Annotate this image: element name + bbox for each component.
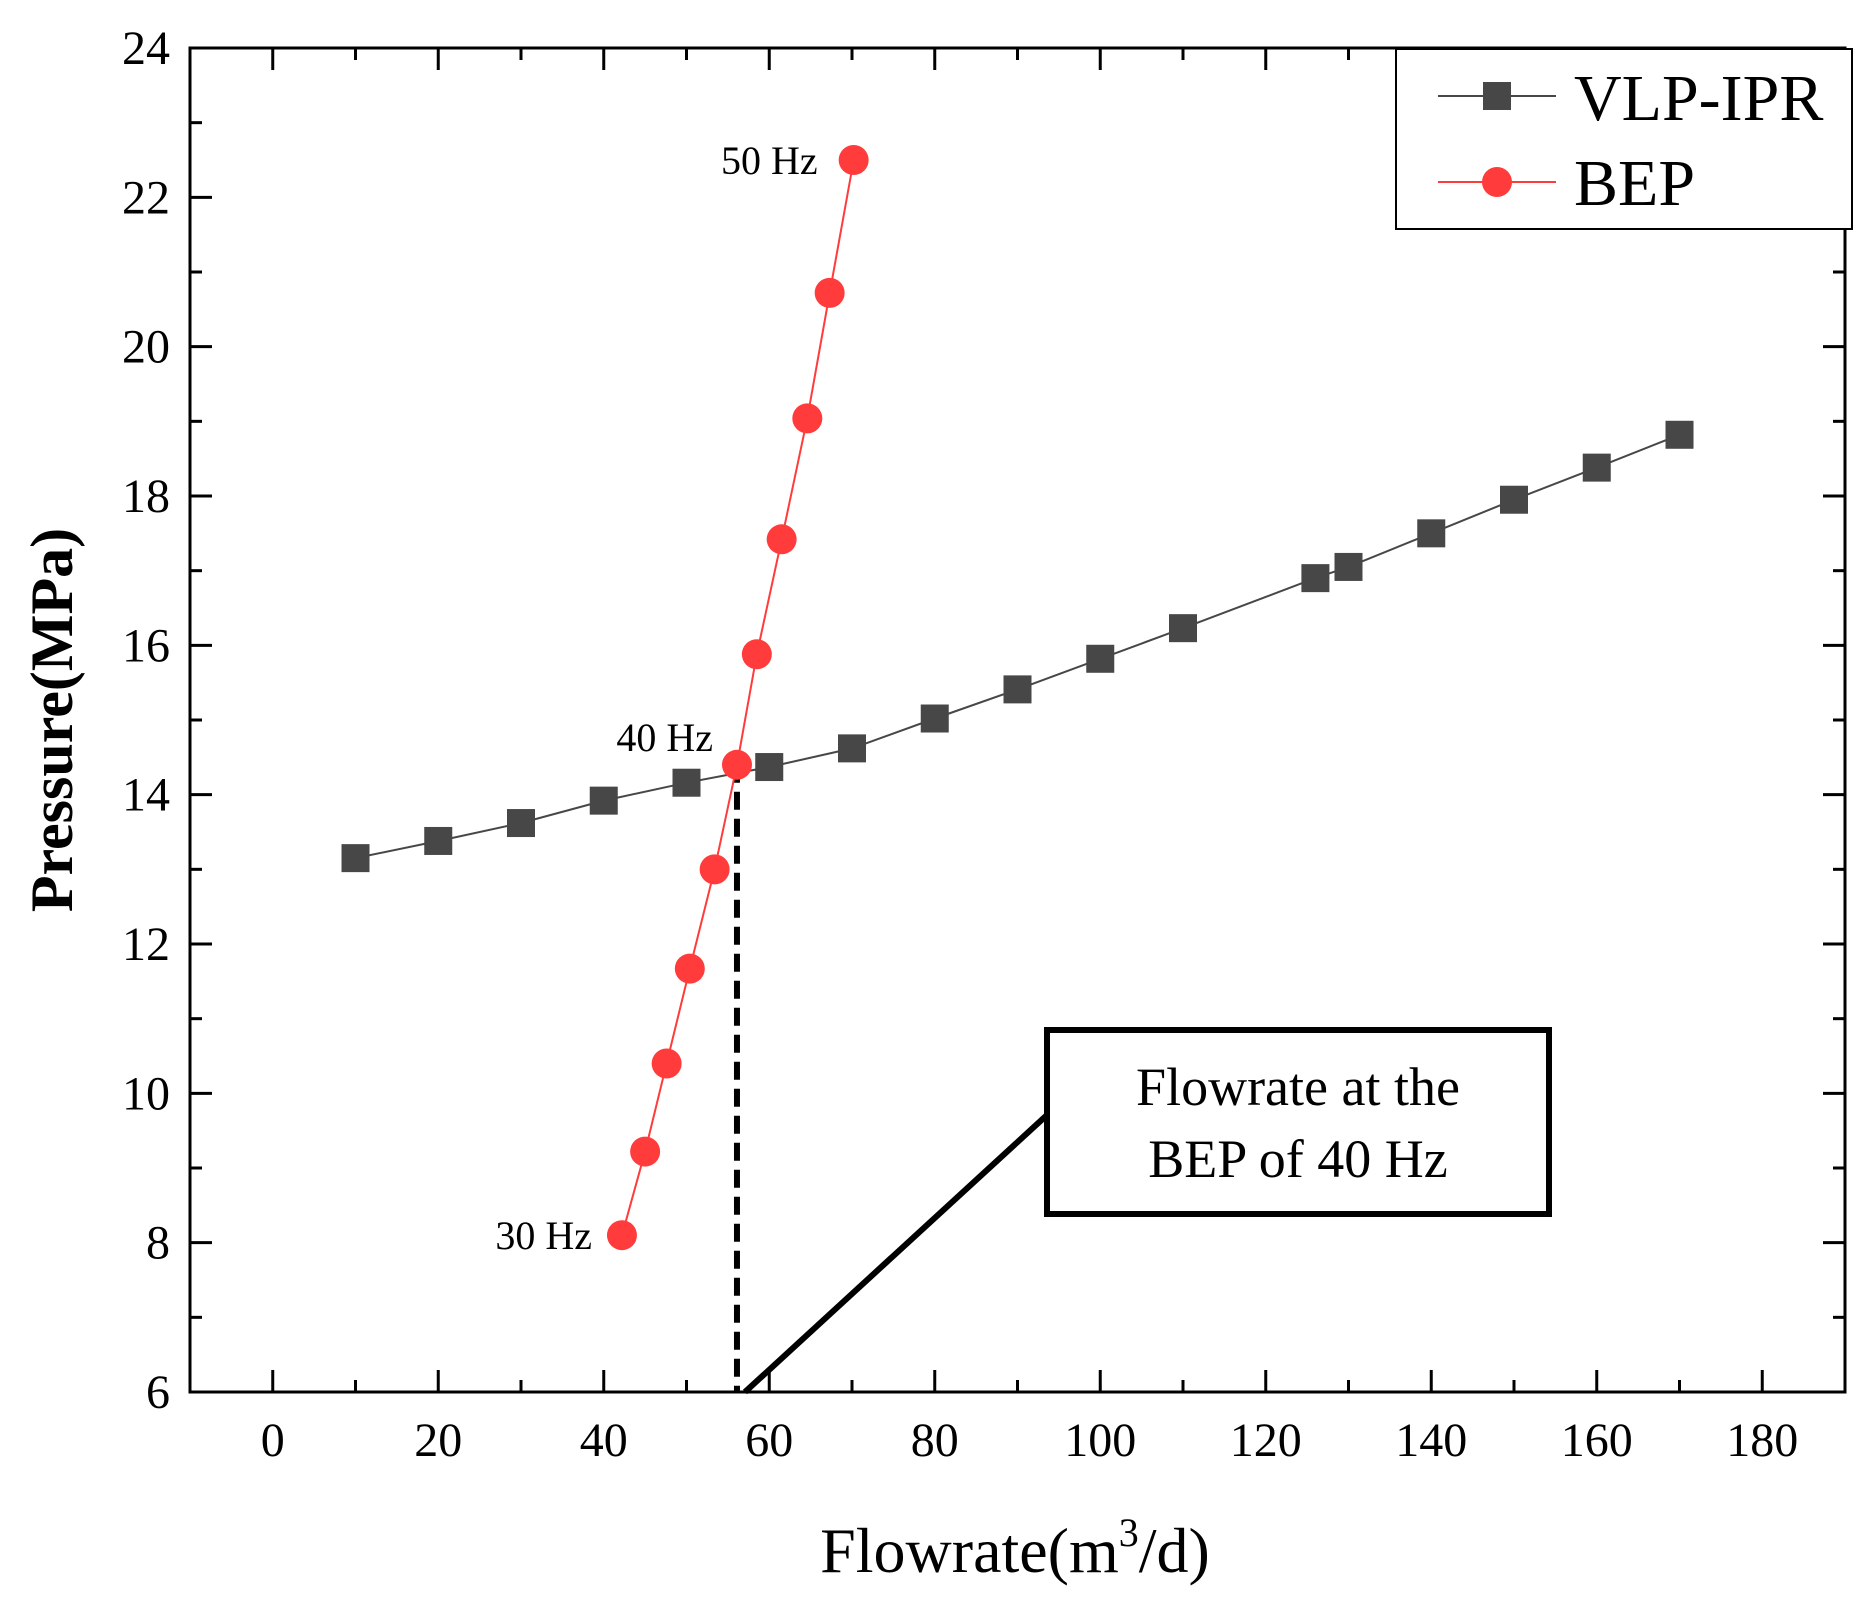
x-tick-label: 80 <box>911 1414 959 1467</box>
vlp-ipr-point <box>838 734 866 763</box>
legend-frame <box>1395 48 1853 230</box>
x-tick-label: 40 <box>580 1414 628 1467</box>
bep-point <box>721 749 752 780</box>
callout-box: Flowrate at the BEP of 40 Hz <box>1044 1027 1552 1217</box>
vlp-ipr-point <box>1334 552 1363 581</box>
x-tick-label: 120 <box>1230 1414 1302 1467</box>
vlp-ipr-point <box>1086 644 1115 673</box>
x-tick-label: 0 <box>261 1414 285 1467</box>
vlp-ipr-point <box>1582 453 1611 482</box>
series-line-vlp-ipr <box>355 433 1680 860</box>
legend-vlp-label: VLP-IPR <box>1574 62 1823 135</box>
x-axis-title-superscript: 3 <box>1119 1510 1139 1555</box>
x-tick-label: 100 <box>1064 1414 1136 1467</box>
x-tick-label: 140 <box>1395 1414 1467 1467</box>
axis-ticks <box>190 46 1845 1394</box>
y-tick-label: 18 <box>122 470 170 523</box>
vlp-ipr-point <box>589 786 618 815</box>
callout-line-2: BEP of 40 Hz <box>1148 1129 1447 1189</box>
callout-box-frame <box>1044 1027 1552 1217</box>
legend-vlp-marker <box>1483 82 1511 110</box>
bep-point <box>741 639 772 670</box>
vlp-ipr-point <box>1003 675 1032 704</box>
bep-point <box>838 145 869 175</box>
series-layer <box>341 145 1694 1251</box>
callout-connector-line <box>742 1112 1050 1395</box>
bep-point <box>651 1048 682 1079</box>
bep-point <box>606 1220 637 1251</box>
vlp-ipr-point <box>424 826 453 855</box>
y-tick-label: 12 <box>122 918 170 971</box>
bep-point <box>699 854 730 885</box>
vlp-ipr-point <box>1500 485 1528 514</box>
legend-bep-label: BEP <box>1574 147 1695 220</box>
y-tick-label: 16 <box>122 619 170 672</box>
x-axis-title-suffix: /d) <box>1139 1515 1210 1586</box>
y-tick-label: 14 <box>122 769 170 822</box>
bep-point <box>766 524 797 555</box>
y-tick-label: 8 <box>146 1217 170 1270</box>
legend-bep-marker <box>1482 167 1512 197</box>
vlp-ipr-point <box>1665 420 1694 449</box>
vlp-ipr-point <box>1169 614 1197 643</box>
annotation-40hz: 40 Hz <box>616 715 713 760</box>
y-tick-label: 24 <box>122 22 170 75</box>
y-axis-title: Pressure(MPa) <box>19 528 85 912</box>
annotation-30hz: 30 Hz <box>495 1213 592 1258</box>
vlp-ipr-point <box>755 753 784 782</box>
vlp-ipr-point <box>1301 564 1330 593</box>
y-tick-label: 10 <box>122 1067 170 1120</box>
vlp-ipr-point <box>1417 519 1446 548</box>
vlp-ipr-point <box>920 704 949 733</box>
y-tick-label: 20 <box>122 321 170 374</box>
x-tick-label: 60 <box>745 1414 793 1467</box>
x-axis-title: Flowrate(m3/d) <box>820 1510 1210 1586</box>
annotation-50hz: 50 Hz <box>721 138 818 183</box>
vlp-ipr-point <box>341 844 370 873</box>
vlp-ipr-point <box>672 768 701 797</box>
callout-line-1: Flowrate at the <box>1136 1057 1460 1117</box>
bep-point <box>630 1136 661 1167</box>
y-tick-label: 22 <box>122 171 170 224</box>
tick-labels: 0 20 40 60 80 100 120 140 160 180 6 8 10 12 14 16 18 20 22… <box>122 22 1798 1467</box>
x-tick-label: 20 <box>414 1414 462 1467</box>
bep-point <box>674 953 705 984</box>
x-tick-label: 180 <box>1726 1414 1798 1467</box>
bep-point <box>792 403 823 434</box>
plot-area-frame <box>188 46 1847 1394</box>
x-axis-title-main: Flowrate(m <box>820 1515 1119 1586</box>
vlp-ipr-point <box>507 809 535 838</box>
bep-point <box>814 277 845 308</box>
x-tick-label: 160 <box>1561 1414 1633 1467</box>
legend: VLP-IPR BEP <box>1395 48 1853 230</box>
y-tick-label: 6 <box>146 1366 170 1419</box>
